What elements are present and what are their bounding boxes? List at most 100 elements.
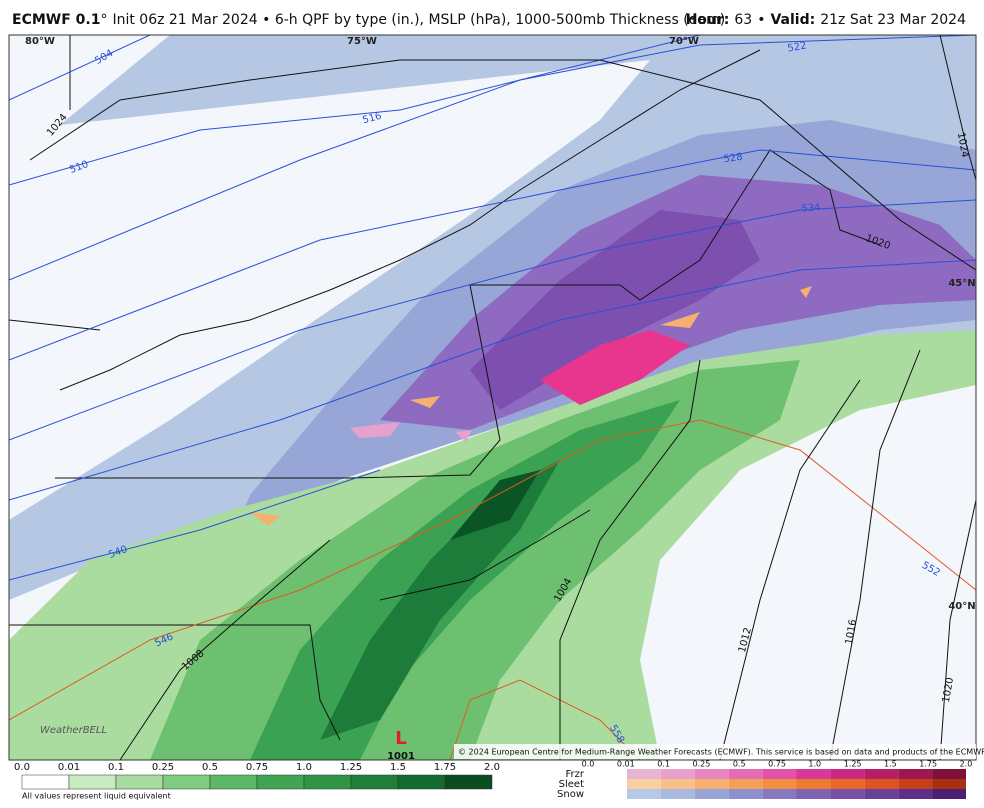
rain-swatch xyxy=(21,774,70,790)
rain-tick-label: 1.75 xyxy=(434,762,456,773)
type-swatch xyxy=(660,789,695,799)
type-tick-label: 0.0 xyxy=(582,760,595,769)
rain-tick-label: 1.25 xyxy=(340,762,362,773)
type-tick-label: 1.0 xyxy=(808,760,821,769)
type-swatch xyxy=(694,779,729,789)
type-swatch xyxy=(660,779,695,789)
type-tick-label: 1.25 xyxy=(844,760,862,769)
type-tick-label: 0.25 xyxy=(692,760,710,769)
rain-very-heavy xyxy=(320,460,560,740)
thickness-label: 516 xyxy=(361,111,382,127)
rain-tick-label: 1.0 xyxy=(296,762,312,773)
type-swatch xyxy=(864,769,899,779)
type-swatch xyxy=(694,789,729,799)
type-swatch xyxy=(728,789,763,799)
type-tick-label: 0.1 xyxy=(657,760,670,769)
type-swatch xyxy=(932,779,966,789)
header-part: • xyxy=(757,12,765,28)
header-part: ° xyxy=(100,12,107,28)
map: WeatherBELL xyxy=(8,34,977,761)
type-swatch xyxy=(898,789,933,799)
thickness-warm-lines xyxy=(9,419,976,760)
copyright: © 2024 European Centre for Medium-Range … xyxy=(458,748,984,757)
type-tick-label: 0.5 xyxy=(733,760,746,769)
type-swatch xyxy=(694,769,729,779)
header-part: ECMWF 0.1 xyxy=(12,12,100,28)
logo: WeatherBELL xyxy=(40,725,107,736)
type-swatch xyxy=(728,779,763,789)
precip-type-label: Sleet xyxy=(559,779,584,790)
rain-swatch xyxy=(444,774,493,790)
type-swatch xyxy=(762,769,797,779)
rain-swatch xyxy=(303,774,352,790)
thickness-label: 522 xyxy=(787,40,808,54)
thickness-label: 528 xyxy=(723,152,743,166)
latitude-label: 40°N xyxy=(948,601,975,612)
rain-extreme xyxy=(450,470,540,540)
rain-tick-label: 0.5 xyxy=(202,762,218,773)
type-swatch xyxy=(627,769,661,779)
type-swatch xyxy=(762,789,797,799)
longitude-label: 75°W xyxy=(347,36,377,47)
type-swatch xyxy=(830,779,865,789)
header-part: 63 xyxy=(734,12,752,28)
isobar-label: 1020 xyxy=(941,677,956,704)
rain-swatch xyxy=(256,774,305,790)
header-part: Hour: xyxy=(686,12,730,28)
type-tick-label: 2.0 xyxy=(960,760,973,769)
coast-lakes xyxy=(59,49,761,391)
rain-tick-label: 2.0 xyxy=(484,762,500,773)
legend-note: All values represent liquid equivalent xyxy=(22,792,171,801)
type-swatch xyxy=(762,779,797,789)
rain-tick-label: 0.01 xyxy=(58,762,80,773)
type-swatch xyxy=(830,789,865,799)
state-borders-south xyxy=(9,624,341,741)
type-swatch xyxy=(932,769,966,779)
rain-swatch xyxy=(209,774,258,790)
longitude-label: 80°W xyxy=(25,36,55,47)
rain-tick-label: 0.1 xyxy=(108,762,124,773)
state-borders xyxy=(55,149,881,479)
isobar-label: 1016 xyxy=(844,619,859,646)
rain-swatch xyxy=(162,774,211,790)
type-swatch xyxy=(830,769,865,779)
rain-swatch xyxy=(350,774,399,790)
type-tick-label: 0.75 xyxy=(768,760,786,769)
rain-swatch xyxy=(397,774,446,790)
rain-swatch xyxy=(115,774,164,790)
precip-type-label: Frzr xyxy=(566,769,585,780)
type-swatch xyxy=(660,769,695,779)
type-swatch xyxy=(864,789,899,799)
type-swatch xyxy=(932,789,966,799)
isobar-label: 1024 xyxy=(955,132,970,159)
header-right: Hour: 63 • Valid: 21z Sat 23 Mar 2024 xyxy=(686,12,967,28)
precip-type-label: Snow xyxy=(557,789,584,800)
province-borders xyxy=(9,35,101,331)
copyright-box xyxy=(454,744,976,759)
type-swatch xyxy=(864,779,899,789)
rain-tick-label: 0.75 xyxy=(246,762,268,773)
low-symbol: L xyxy=(395,728,406,749)
thickness-lines xyxy=(9,35,976,581)
type-swatch xyxy=(627,789,661,799)
rain-swatch xyxy=(68,774,117,790)
header-part: Init 06z 21 Mar 2024 • 6-h QPF by type (… xyxy=(112,12,725,28)
mix xyxy=(350,422,472,442)
map-frame xyxy=(8,34,977,761)
rain-tick-label: 0.25 xyxy=(152,762,174,773)
type-swatch xyxy=(728,769,763,779)
type-swatch xyxy=(627,779,661,789)
long-island xyxy=(379,509,591,601)
header-part: Valid: xyxy=(770,12,815,28)
borders xyxy=(9,35,881,741)
rain-tick-label: 1.5 xyxy=(390,762,406,773)
header-part: 21z Sat 23 Mar 2024 xyxy=(820,12,966,28)
snow-very-heavy xyxy=(470,210,760,410)
latitude-label: 45°N xyxy=(948,278,975,289)
longitude-label: 70°W xyxy=(669,36,699,47)
thickness-label: 534 xyxy=(801,202,821,215)
isobars xyxy=(29,35,976,760)
low-pressure: 1001 xyxy=(387,751,415,762)
type-tick-label: 0.01 xyxy=(617,760,635,769)
